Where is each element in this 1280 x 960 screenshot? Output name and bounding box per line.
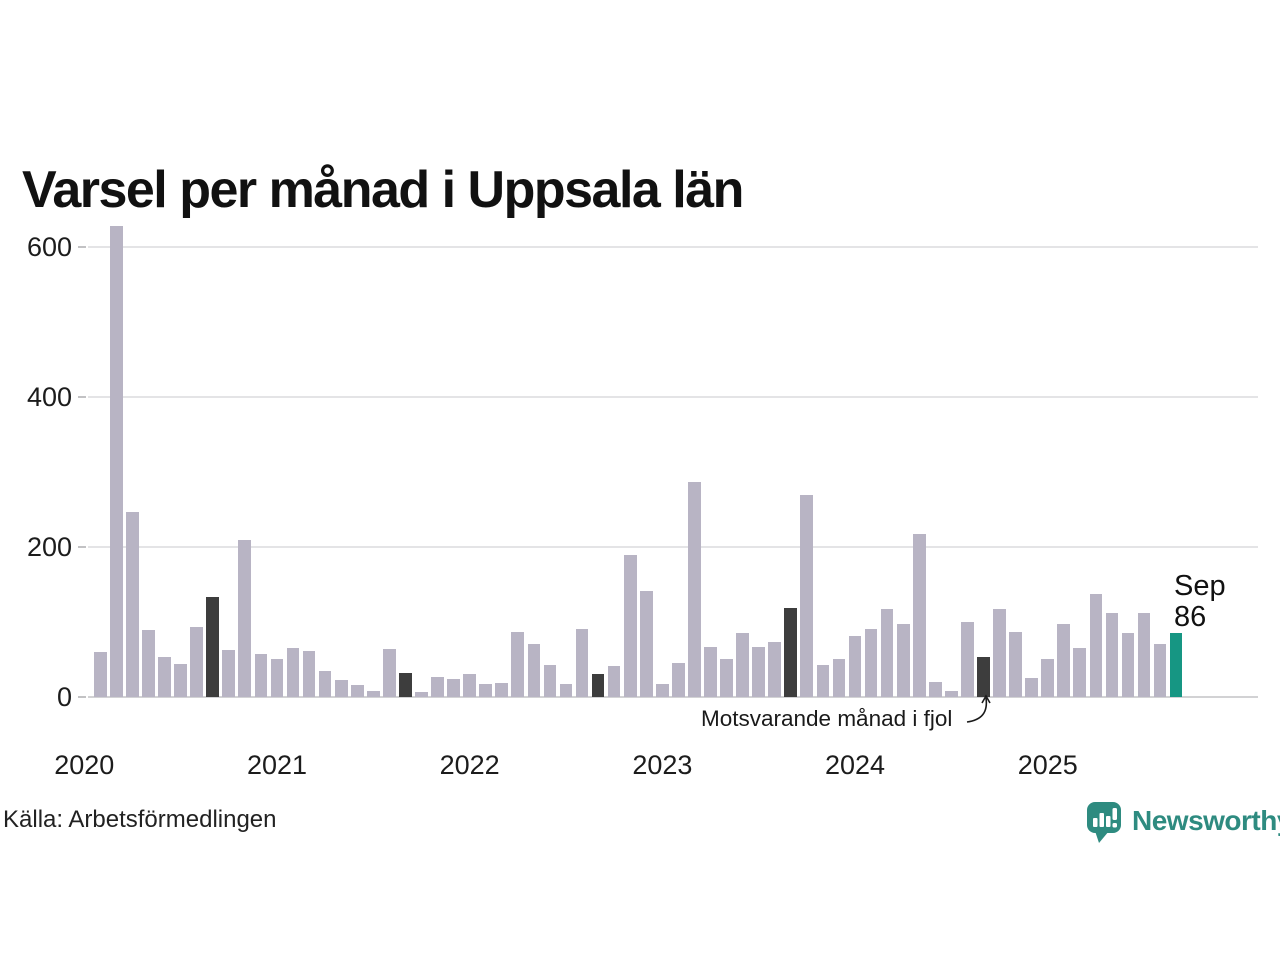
bar-2020-08: [190, 627, 203, 697]
bar-2020-04: [126, 511, 139, 697]
x-axis-label-2020: 2020: [54, 750, 115, 780]
bar-2023-10: [800, 495, 814, 697]
bar-2023-01: [655, 684, 669, 697]
latest-value: 86: [1174, 601, 1207, 633]
bar-2025-02: [1057, 623, 1071, 697]
newsworthy-icon: [1087, 802, 1121, 843]
bar-2020-05: [142, 629, 155, 697]
latest-month: Sep: [1174, 570, 1226, 602]
bar-2025-05: [1105, 613, 1119, 697]
bar-2024-08: [961, 622, 974, 697]
bar-2020-06: [158, 657, 171, 697]
bar-2025-07: [1137, 613, 1151, 697]
x-axis-label-2022: 2022: [439, 750, 500, 780]
bar-2022-10: [607, 665, 621, 697]
bar-2022-09: [591, 673, 605, 697]
y-axis-tick-600: [78, 246, 86, 249]
x-axis-label-2025: 2025: [1017, 750, 1078, 780]
bar-2022-11: [623, 554, 637, 697]
bar-2023-04: [704, 646, 717, 697]
source-note: Källa: Arbetsförmedlingen: [3, 806, 277, 833]
bar-2021-12: [447, 679, 460, 697]
gridline-600: [88, 246, 1258, 249]
bar-2023-11: [816, 664, 830, 697]
bar-2023-09: [784, 607, 798, 697]
bar-2023-08: [768, 641, 782, 697]
bar-2021-07: [366, 691, 380, 697]
bar-2024-10: [993, 609, 1006, 697]
bar-2020-11: [238, 539, 252, 697]
bar-2025-01: [1041, 658, 1055, 697]
bar-2022-06: [543, 664, 557, 697]
bar-2024-02: [864, 628, 878, 697]
bar-2023-02: [672, 662, 685, 697]
y-axis-tick-200: [78, 546, 86, 549]
bar-2020-07: [174, 664, 187, 697]
bar-2021-06: [350, 685, 364, 697]
bar-2021-01: [270, 658, 284, 697]
bar-2024-12: [1025, 678, 1038, 697]
bar-2023-03: [688, 481, 701, 697]
bar-2022-12: [639, 590, 653, 697]
bar-2020-09: [206, 596, 220, 697]
bar-2021-09: [399, 673, 412, 697]
bar-2024-04: [896, 624, 910, 697]
x-axis-label-2023: 2023: [632, 750, 693, 780]
bar-2022-07: [559, 683, 573, 697]
gridline-400: [88, 396, 1258, 399]
bar-2024-03: [880, 608, 894, 697]
bar-2024-05: [912, 533, 926, 697]
y-axis-tick-400: [78, 396, 86, 399]
bar-2024-01: [848, 636, 862, 697]
latest-value-label: Sep 86: [1174, 571, 1226, 633]
annotation-arrow-icon: [966, 694, 991, 723]
y-axis-tick-0: [78, 696, 86, 698]
bar-2025-09: [1169, 632, 1183, 697]
annotation-prev-year: Motsvarande månad i fjol: [701, 706, 953, 731]
bar-2020-12: [254, 653, 268, 697]
bar-2024-11: [1009, 631, 1022, 697]
bar-2023-12: [832, 658, 846, 697]
bar-2024-07: [944, 691, 958, 697]
page-title: Varsel per månad i Uppsala län: [22, 160, 744, 219]
y-axis-label-200: 200: [26, 532, 72, 563]
bar-2024-09: [977, 656, 990, 697]
bar-2021-08: [382, 649, 396, 697]
bar-2020-10: [222, 649, 236, 697]
gridline-200: [88, 546, 1258, 549]
brand-name: Newsworthy: [1132, 805, 1280, 836]
bar-2020-03: [110, 226, 123, 697]
bar-2025-06: [1121, 632, 1135, 697]
bar-2022-05: [527, 643, 541, 697]
bar-2023-05: [720, 658, 733, 697]
x-axis-label-2021: 2021: [246, 750, 308, 780]
bar-2025-03: [1073, 648, 1087, 697]
bar-2022-02: [479, 684, 493, 697]
bar-2022-01: [463, 673, 476, 697]
bar-2023-06: [736, 633, 749, 697]
y-axis-label-600: 600: [26, 232, 72, 263]
y-axis-label-400: 400: [26, 382, 72, 413]
gridline-0: [88, 696, 1258, 698]
bar-2023-07: [752, 646, 765, 697]
bar-2021-03: [302, 651, 316, 697]
bar-2022-04: [511, 631, 525, 697]
bar-2021-11: [431, 676, 444, 697]
brand-logo: Newsworthy: [1086, 800, 1280, 844]
bar-2022-03: [495, 682, 509, 697]
bar-2022-08: [575, 628, 589, 697]
y-axis-label-0: 0: [56, 682, 72, 712]
bar-2020-02: [93, 652, 107, 697]
bar-2021-04: [318, 670, 332, 697]
bar-2024-06: [928, 682, 942, 697]
bar-2021-10: [415, 691, 428, 697]
bar-2025-04: [1089, 593, 1103, 697]
bar-2021-05: [334, 679, 348, 697]
bar-2021-02: [286, 647, 300, 697]
bar-2025-08: [1153, 643, 1167, 697]
x-axis-label-2024: 2024: [825, 750, 886, 780]
